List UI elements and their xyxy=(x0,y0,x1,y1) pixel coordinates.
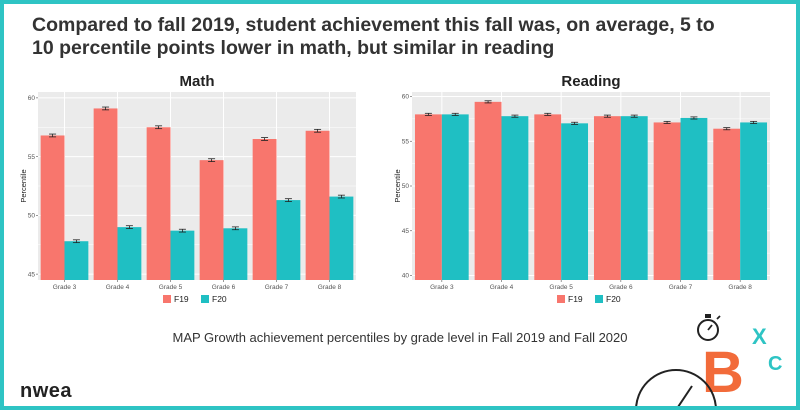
y-tick-label: 55 xyxy=(402,138,410,145)
x-tick-label: Grade 5 xyxy=(159,284,183,291)
bar-f20 xyxy=(117,227,142,280)
xc-letters-icon: X C xyxy=(752,324,782,375)
math-chart-svg: Math Percentile 45 50 55 60 Grade 3 Grade 4 Grad… xyxy=(19,74,356,304)
nwea-logo: nwea xyxy=(20,380,73,402)
bar-f20 xyxy=(64,241,89,280)
bar-f19 xyxy=(93,108,118,280)
y-tick-label: 50 xyxy=(28,213,36,220)
bar-f20 xyxy=(276,200,301,280)
x-tick-label: Grade 3 xyxy=(430,284,454,291)
bar-f19 xyxy=(305,130,330,280)
bar-f20 xyxy=(620,116,648,280)
x-tick-label: Grade 8 xyxy=(728,284,752,291)
bar-f19 xyxy=(713,128,741,280)
bar-f19 xyxy=(534,114,562,280)
chart-title: Reading xyxy=(561,74,620,90)
bar-f19 xyxy=(146,127,171,280)
x-tick-label: Grade 5 xyxy=(549,284,573,291)
x-tick-label: Grade 4 xyxy=(106,284,130,291)
legend-key-f19 xyxy=(557,295,565,303)
b-letter-icon: B xyxy=(702,340,744,405)
brand-letter-x: X xyxy=(752,324,767,349)
legend-label-f19: F19 xyxy=(174,294,189,304)
y-tick-label: 60 xyxy=(402,94,410,101)
bar-f19 xyxy=(474,101,502,280)
y-tick-label: 45 xyxy=(28,271,36,278)
legend-label-f19: F19 xyxy=(568,294,583,304)
y-axis-label: Percentile xyxy=(393,169,402,202)
brand-letter-b: B xyxy=(702,340,744,405)
bar-f20 xyxy=(329,196,354,280)
reading-chart: Reading Percentile 40 45 50 55 60 Grade 3 Grade … xyxy=(392,74,774,310)
gauge-icon xyxy=(635,369,717,406)
brand-graphic: B X C xyxy=(635,314,782,406)
bar-f19 xyxy=(593,116,621,280)
legend-key-f20 xyxy=(595,295,603,303)
x-tick-label: Grade 7 xyxy=(669,284,693,291)
bar-f19 xyxy=(653,122,681,280)
bar-f20 xyxy=(561,123,589,280)
bar-f19 xyxy=(199,160,224,280)
slide-headline: Compared to fall 2019, student achieveme… xyxy=(32,14,715,59)
x-tick-label: Grade 6 xyxy=(212,284,236,291)
y-tick-label: 55 xyxy=(28,154,36,161)
math-chart: Math Percentile 45 50 55 60 Grade 3 Grade 4 Grad… xyxy=(18,74,360,310)
x-tick-label: Grade 4 xyxy=(490,284,514,291)
bar-f20 xyxy=(501,116,529,280)
y-tick-label: 40 xyxy=(402,273,410,280)
y-axis-label: Percentile xyxy=(19,169,28,202)
bar-f19 xyxy=(252,139,277,280)
bar-f20 xyxy=(170,230,195,280)
bar-f20 xyxy=(680,117,708,280)
bar-f20 xyxy=(740,122,768,280)
x-tick-label: Grade 8 xyxy=(318,284,342,291)
stopwatch-icon xyxy=(697,314,721,341)
bar-f20 xyxy=(441,114,469,280)
figure-caption: MAP Growth achievement percentiles by gr… xyxy=(172,330,628,345)
legend-key-f19 xyxy=(163,295,171,303)
x-tick-label: Grade 3 xyxy=(53,284,77,291)
x-tick-label: Grade 6 xyxy=(609,284,633,291)
brand-letter-c: C xyxy=(768,353,782,375)
y-tick-label: 45 xyxy=(402,228,410,235)
legend-key-f20 xyxy=(201,295,209,303)
y-tick-label: 60 xyxy=(28,95,36,102)
reading-chart-svg: Reading Percentile 40 45 50 55 60 Grade 3 Grade … xyxy=(393,74,770,304)
bar-f19 xyxy=(414,114,442,280)
chart-title: Math xyxy=(180,74,215,90)
bar-f19 xyxy=(40,135,65,280)
y-tick-label: 50 xyxy=(402,183,410,190)
x-tick-label: Grade 7 xyxy=(265,284,289,291)
legend-label-f20: F20 xyxy=(212,294,227,304)
legend-label-f20: F20 xyxy=(606,294,621,304)
bar-f20 xyxy=(223,228,248,280)
